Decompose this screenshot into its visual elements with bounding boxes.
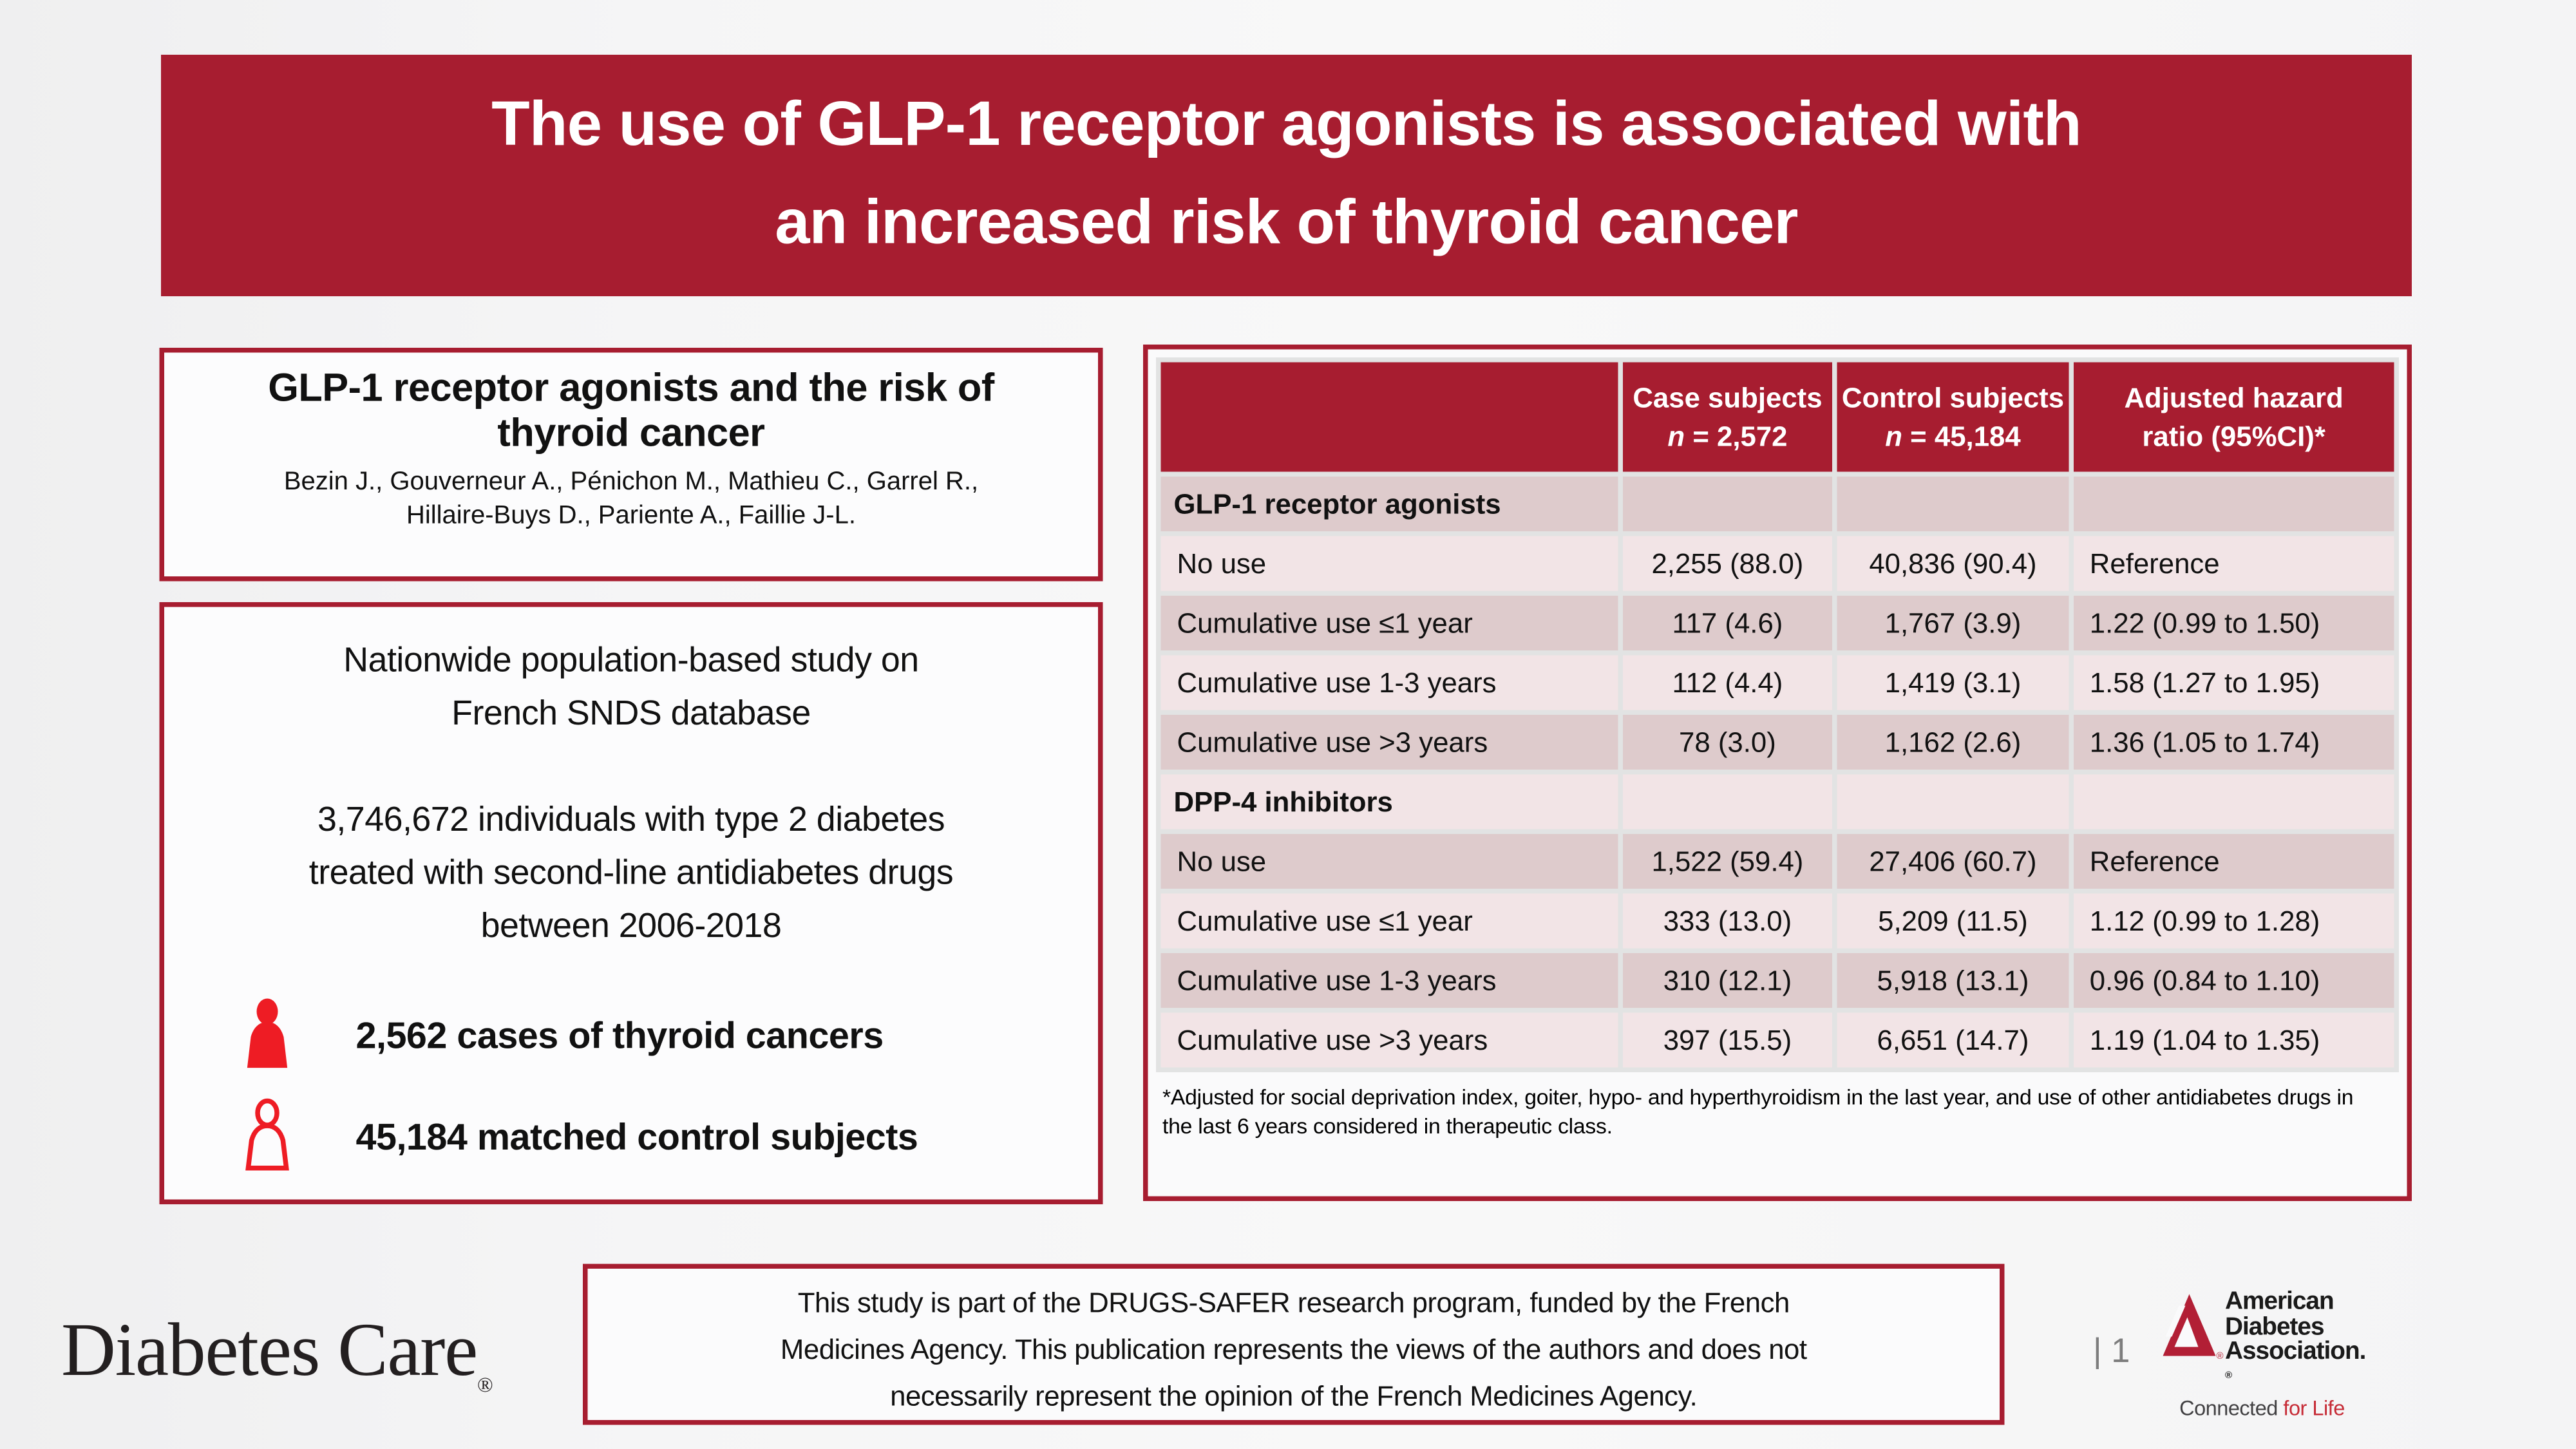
- title-line-1: The use of GLP-1 receptor agonists is as…: [491, 90, 2082, 160]
- table-row: No use 1,522 (59.4) 27,406 (60.7) Refere…: [1160, 834, 2394, 889]
- cases-stat-label: 2,562 cases of thyroid cancers: [355, 1013, 884, 1056]
- table-footnote: *Adjusted for social deprivation index, …: [1162, 1085, 2354, 1139]
- disclaimer-line-3: necessarily represent the opinion of the…: [890, 1379, 1698, 1412]
- results-table: Case subjects n = 2,572 Control subjects…: [1156, 357, 2399, 1072]
- title-banner: The use of GLP-1 receptor agonists is as…: [161, 55, 2412, 296]
- table-row: Cumulative use 1-3 years 310 (12.1) 5,91…: [1160, 953, 2394, 1008]
- table-row: Cumulative use >3 years 78 (3.0) 1,162 (…: [1160, 715, 2394, 770]
- disclaimer-line-2: Medicines Agency. This publication repre…: [780, 1333, 1807, 1365]
- title-line-2: an increased risk of thyroid cancer: [775, 188, 1798, 258]
- controls-stat-row: 45,184 matched control subjects: [164, 1097, 1098, 1177]
- disclaimer-line-1: This study is part of the DRUGS-SAFER re…: [797, 1286, 1790, 1319]
- table-row: Cumulative use ≤1 year 117 (4.6) 1,767 (…: [1160, 596, 2394, 650]
- study-title-box: GLP-1 receptor agonists and the risk of …: [159, 348, 1103, 582]
- table-row: No use 2,255 (88.0) 40,836 (90.4) Refere…: [1160, 536, 2394, 591]
- authors-line-1: Bezin J., Gouverneur A., Pénichon M., Ma…: [283, 468, 979, 497]
- methods-p1-line2: French SNDS database: [451, 694, 811, 733]
- authors-line-2: Hillaire-Buys D., Pariente A., Faillie J…: [406, 502, 856, 530]
- methods-box: Nationwide population-based study on Fre…: [159, 602, 1103, 1204]
- table-header-row: Case subjects n = 2,572 Control subjects…: [1160, 362, 2394, 472]
- ada-logo-text: American Diabetes Association. ®: [2225, 1288, 2366, 1381]
- methods-p2-line1: 3,746,672 individuals with type 2 diabet…: [317, 800, 945, 839]
- ada-logo: ® American Diabetes Association. ® Connec…: [2153, 1285, 2372, 1420]
- table-row-dpp4-section: DPP-4 inhibitors: [1160, 774, 2394, 829]
- table-row: Cumulative use >3 years 397 (15.5) 6,651…: [1160, 1012, 2394, 1068]
- controls-stat-label: 45,184 matched control subjects: [355, 1115, 918, 1157]
- cases-stat-row: 2,562 cases of thyroid cancers: [164, 995, 1098, 1075]
- methods-p2-line3: between 2006-2018: [480, 906, 782, 945]
- table-row: Cumulative use ≤1 year 333 (13.0) 5,209 …: [1160, 893, 2394, 949]
- study-title: GLP-1 receptor agonists and the risk of …: [268, 367, 994, 456]
- ada-tagline: Connected for Life: [2179, 1396, 2345, 1421]
- table-row-glp1-section: GLP-1 receptor agonists: [1160, 477, 2394, 531]
- header-empty-cell: [1160, 362, 1618, 472]
- methods-p1-line1: Nationwide population-based study on: [343, 641, 919, 679]
- funding-disclaimer-box: This study is part of the DRUGS-SAFER re…: [583, 1264, 2005, 1425]
- person-filled-icon: [238, 997, 296, 1074]
- authors: Bezin J., Gouverneur A., Pénichon M., Ma…: [164, 466, 1098, 533]
- header-control-subjects: Control subjects n = 45,184: [1837, 362, 2069, 472]
- registered-mark: ®: [477, 1372, 493, 1397]
- header-case-subjects: Case subjects n = 2,572: [1622, 362, 1833, 472]
- methods-p2-line2: treated with second-line antidiabetes dr…: [308, 853, 954, 892]
- table-row: Cumulative use 1-3 years 112 (4.4) 1,419…: [1160, 655, 2394, 710]
- diabetes-care-logo: Diabetes Care®: [61, 1309, 493, 1397]
- methods-paragraph-2: 3,746,672 individuals with type 2 diabet…: [164, 794, 1098, 954]
- page-number: | 1: [2093, 1333, 2130, 1370]
- person-outline-icon: [238, 1098, 296, 1175]
- header-adjusted-hazard-ratio: Adjusted hazard ratio (95%CI)*: [2073, 362, 2394, 472]
- methods-paragraph-1: Nationwide population-based study on Fre…: [164, 634, 1098, 741]
- results-table-card: Case subjects n = 2,572 Control subjects…: [1143, 345, 2412, 1201]
- ada-triangle-icon: ®: [2153, 1285, 2224, 1365]
